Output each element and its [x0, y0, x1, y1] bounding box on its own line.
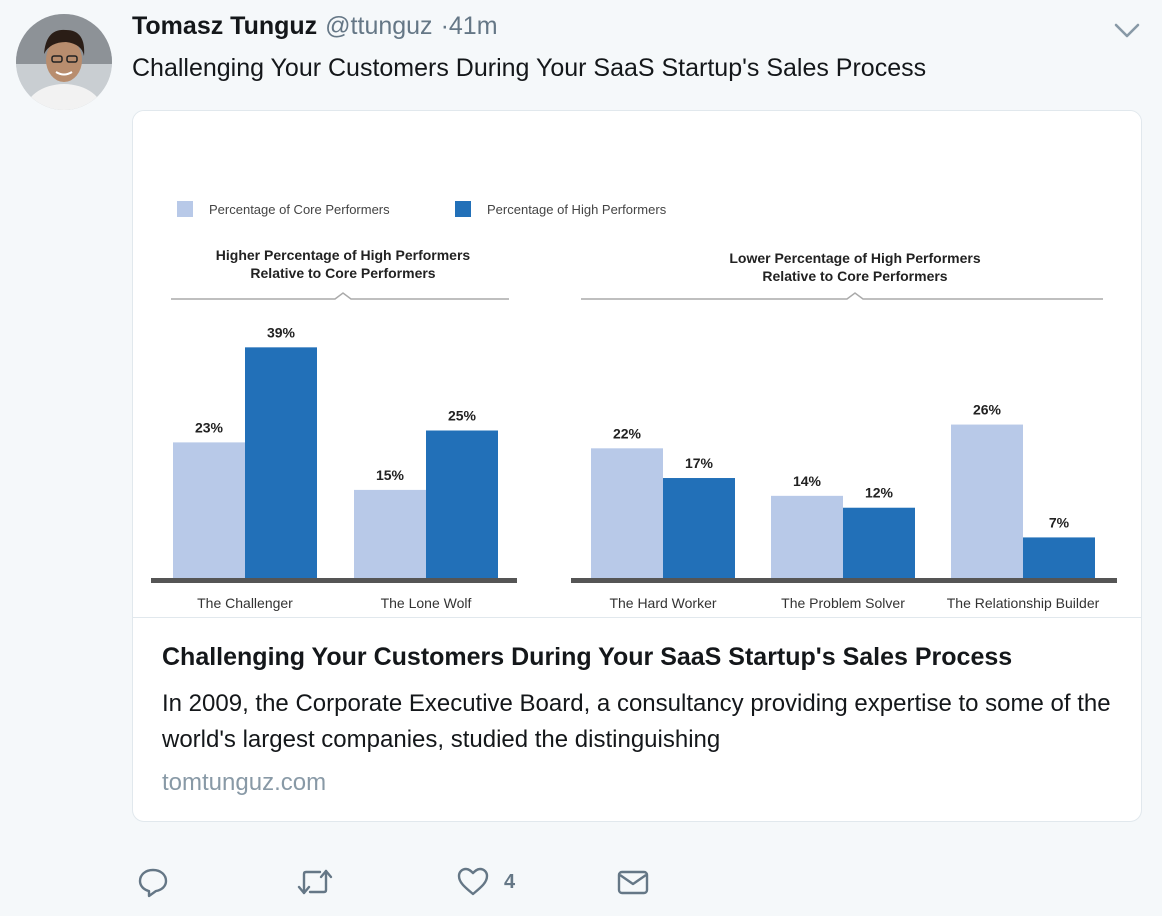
- data-label: 22%: [613, 425, 642, 441]
- chart-title: Higher Percentage of High Performers: [216, 247, 471, 263]
- data-label: 26%: [973, 402, 1002, 418]
- direct-message-button[interactable]: [616, 860, 650, 904]
- legend-swatch: [177, 201, 193, 217]
- chart-panel: Lower Percentage of High Performers Relat…: [571, 250, 1117, 611]
- reply-icon: [138, 868, 168, 898]
- title-bracket: [581, 292, 1103, 300]
- chart-title: Lower Percentage of High Performers: [729, 250, 981, 266]
- chart-title: Relative to Core Performers: [250, 265, 435, 281]
- author-name[interactable]: Tomasz Tunguz: [132, 12, 318, 40]
- heart-icon: [457, 867, 489, 896]
- retweet-icon: [297, 869, 333, 895]
- avatar-photo: [16, 14, 112, 110]
- bar: [951, 424, 1023, 579]
- bar: [245, 347, 317, 579]
- like-count: 4: [504, 870, 516, 893]
- legend-label: Percentage of Core Performers: [209, 202, 390, 217]
- data-label: 39%: [267, 324, 296, 340]
- data-label: 14%: [793, 473, 822, 489]
- data-label: 7%: [1049, 514, 1070, 530]
- legend-label: Percentage of High Performers: [487, 202, 667, 217]
- chevron-down-icon[interactable]: [1110, 16, 1144, 44]
- bar: [426, 430, 498, 579]
- data-label: 12%: [865, 485, 894, 501]
- card-divider: [133, 617, 1141, 618]
- category-label: The Challenger: [197, 595, 293, 611]
- tweet-header: Tomasz Tunguz @ttunguz ·41m: [132, 12, 498, 46]
- envelope-icon: [617, 870, 649, 895]
- avatar[interactable]: [16, 14, 112, 110]
- bar: [591, 448, 663, 579]
- category-label: The Hard Worker: [609, 595, 716, 611]
- chart-panel: Higher Percentage of High Performers Rela…: [151, 247, 517, 611]
- bar: [354, 489, 426, 579]
- bar: [1023, 537, 1095, 579]
- legend-swatch: [455, 201, 471, 217]
- card-domain: tomtunguz.com: [162, 769, 327, 796]
- chart-title: Relative to Core Performers: [762, 268, 947, 284]
- category-label: The Lone Wolf: [381, 595, 472, 611]
- title-bracket: [171, 292, 509, 300]
- baseline: [571, 578, 1117, 583]
- retweet-button[interactable]: [296, 860, 334, 904]
- bar: [771, 495, 843, 579]
- bar: [173, 442, 245, 579]
- card-chart-image: Percentage of Core Performers Percentage …: [133, 111, 1141, 617]
- baseline: [151, 578, 517, 583]
- like-button[interactable]: 4: [456, 860, 515, 904]
- performers-chart: Percentage of Core Performers Percentage …: [151, 201, 1117, 611]
- card-title: Challenging Your Customers During Your S…: [162, 643, 1013, 671]
- bar: [663, 478, 735, 579]
- tweet-timestamp[interactable]: ·41m: [440, 12, 498, 40]
- data-label: 17%: [685, 455, 714, 471]
- category-label: The Problem Solver: [781, 595, 905, 611]
- reply-button[interactable]: [136, 860, 170, 904]
- author-handle[interactable]: @ttunguz: [325, 12, 433, 40]
- tweet-actions: 4: [0, 860, 1162, 908]
- data-label: 25%: [448, 408, 477, 424]
- bar: [843, 507, 915, 579]
- data-label: 23%: [195, 419, 224, 435]
- card-description: In 2009, the Corporate Executive Board, …: [162, 690, 1111, 753]
- category-label: The Relationship Builder: [947, 595, 1100, 611]
- tweet-text: Challenging Your Customers During Your S…: [132, 54, 927, 82]
- link-card[interactable]: Percentage of Core Performers Percentage …: [132, 110, 1142, 822]
- data-label: 15%: [376, 467, 405, 483]
